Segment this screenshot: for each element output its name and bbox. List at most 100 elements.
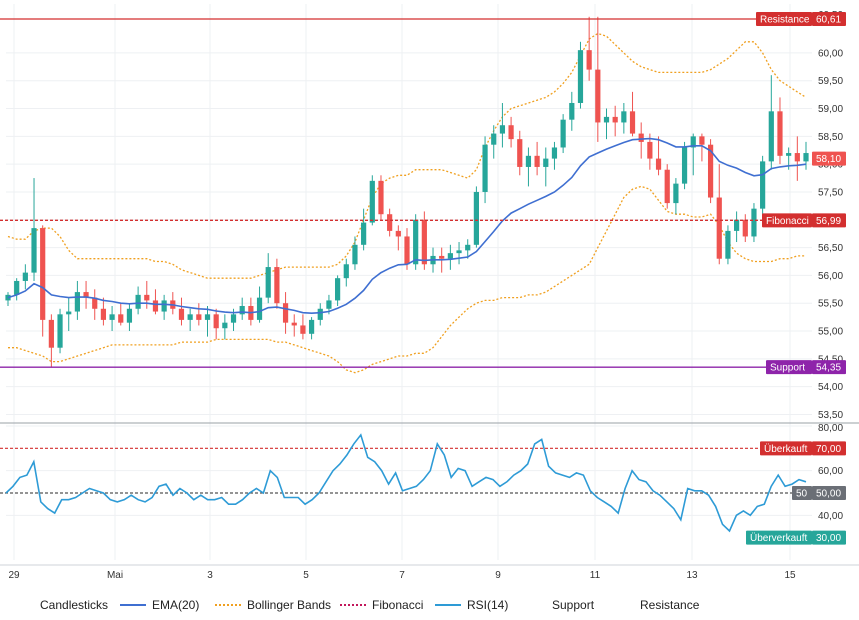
candle-body bbox=[5, 294, 11, 301]
grid-lines bbox=[6, 4, 812, 560]
legend-label: Support bbox=[552, 598, 595, 612]
candle-body bbox=[404, 236, 410, 265]
candle bbox=[734, 211, 740, 243]
fibonacci-value-tag-bg bbox=[812, 213, 846, 228]
price-tick-label: 58,50 bbox=[818, 132, 843, 143]
midline-name-tag: 50 bbox=[792, 486, 812, 500]
candle bbox=[482, 136, 488, 204]
legend-label: RSI(14) bbox=[467, 598, 509, 612]
candle-body bbox=[569, 102, 575, 120]
legend-item[interactable]: Support bbox=[552, 598, 594, 612]
rsi-pane[interactable] bbox=[0, 433, 812, 533]
candle bbox=[768, 75, 774, 170]
candle-body bbox=[14, 280, 20, 295]
resistance-name-tag-text: Resistance bbox=[760, 15, 810, 26]
candle bbox=[387, 208, 393, 237]
legend-item[interactable]: RSI(14) bbox=[435, 598, 508, 612]
legend-item[interactable]: EMA(20) bbox=[120, 598, 199, 612]
candle-body bbox=[92, 297, 98, 309]
rsi-tick-label: 80,00 bbox=[818, 423, 843, 434]
candle-body bbox=[161, 300, 167, 312]
fibonacci-name-tag-bg bbox=[762, 213, 812, 228]
legend-label: EMA(20) bbox=[152, 598, 200, 612]
candle bbox=[543, 147, 549, 187]
candle-body bbox=[655, 158, 662, 170]
midline-name-tag-bg bbox=[792, 486, 812, 500]
legend-label: Fibonacci bbox=[372, 598, 424, 612]
x-tick-label: 13 bbox=[686, 570, 698, 581]
candle bbox=[378, 175, 384, 220]
candle bbox=[517, 130, 523, 176]
candle bbox=[335, 275, 341, 306]
oversold-value-tag-text: 30,00 bbox=[816, 533, 841, 544]
legend-item[interactable]: Resistance bbox=[640, 598, 699, 612]
legend-label: Resistance bbox=[640, 598, 700, 612]
candle-body bbox=[135, 294, 141, 309]
resistance-name-tag-bg bbox=[756, 12, 812, 27]
candle-body bbox=[109, 314, 115, 320]
candle bbox=[586, 16, 592, 81]
candle bbox=[265, 253, 271, 304]
x-tick-label: 15 bbox=[784, 570, 796, 581]
legend-item[interactable]: Bollinger Bands bbox=[215, 598, 331, 612]
candle-body bbox=[725, 230, 731, 259]
candle bbox=[109, 305, 115, 332]
candle bbox=[317, 303, 323, 326]
support-name-tag-text: Support bbox=[770, 363, 805, 374]
price-tick-label: 54,50 bbox=[818, 354, 843, 365]
candle bbox=[300, 314, 306, 340]
candle-body bbox=[439, 255, 445, 259]
candle bbox=[725, 225, 731, 265]
candle-body bbox=[760, 161, 766, 209]
candle bbox=[534, 141, 540, 176]
candle-body bbox=[178, 308, 185, 320]
candle bbox=[777, 97, 783, 165]
candle bbox=[473, 186, 479, 248]
midline-value-tag-text: 50,00 bbox=[816, 489, 841, 500]
candle-body bbox=[144, 294, 150, 301]
candle bbox=[343, 258, 349, 287]
legend-item[interactable]: Fibonacci bbox=[340, 598, 423, 612]
candle-body bbox=[83, 292, 89, 298]
legend-item[interactable]: Candlesticks bbox=[40, 598, 108, 612]
candle-body bbox=[265, 267, 271, 298]
candle bbox=[161, 294, 167, 320]
price-tick-label: 59,00 bbox=[818, 104, 843, 115]
midline-value-tag: 50,00 bbox=[812, 486, 846, 500]
candle bbox=[551, 141, 558, 170]
candle-body bbox=[413, 219, 419, 265]
legend-swatch bbox=[340, 604, 366, 606]
price-tick-label: 56,00 bbox=[818, 271, 843, 282]
candle-body bbox=[326, 300, 332, 309]
candle bbox=[248, 297, 254, 326]
candle-body bbox=[204, 314, 211, 320]
candle bbox=[447, 244, 453, 270]
candle-body bbox=[274, 267, 280, 304]
candle bbox=[144, 280, 150, 309]
candle bbox=[196, 303, 202, 326]
candle-body bbox=[586, 50, 592, 70]
candle bbox=[291, 314, 297, 337]
candle bbox=[803, 141, 809, 170]
last-price-tag-bg bbox=[812, 151, 846, 166]
support-name-tag-bg bbox=[766, 360, 812, 375]
support-value-tag-bg bbox=[812, 360, 846, 375]
x-tick-label: 11 bbox=[590, 570, 601, 581]
candle-body bbox=[48, 319, 54, 348]
candle-body bbox=[621, 111, 627, 123]
candle-body bbox=[803, 153, 809, 162]
candle bbox=[222, 314, 228, 340]
candle bbox=[707, 139, 714, 204]
oversold-name-tag: Überverkauft bbox=[746, 530, 812, 545]
candle bbox=[465, 239, 471, 259]
price-pane[interactable] bbox=[0, 16, 812, 374]
rsi-tick-label: 60,00 bbox=[818, 466, 843, 477]
fibonacci-value-tag: 56,99 bbox=[812, 213, 846, 228]
candle-body bbox=[317, 308, 323, 320]
candle bbox=[178, 297, 185, 326]
price-tick-label: 59,50 bbox=[818, 76, 843, 87]
candle bbox=[40, 225, 46, 337]
candle-body bbox=[66, 311, 72, 315]
candle bbox=[681, 141, 688, 190]
